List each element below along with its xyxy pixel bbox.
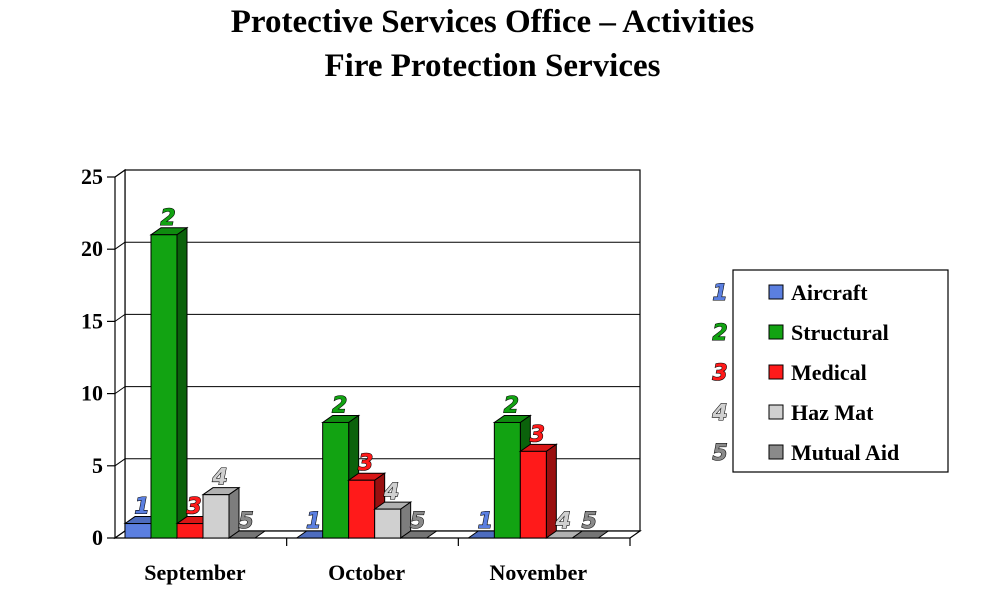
bar (374, 508, 402, 539)
bar-top (570, 530, 610, 539)
chart-subtitle: Fire Protection Services (324, 48, 661, 84)
bar-series-marker: 5 (410, 509, 425, 534)
bar-series-marker: 2 (504, 393, 519, 418)
bar-series-marker: 3 (186, 495, 201, 520)
y-tick-label: 0 (92, 525, 103, 550)
bar (493, 421, 521, 539)
bar (202, 494, 230, 539)
legend-marker: 2 (712, 321, 727, 346)
bar (124, 523, 152, 539)
x-tick-label: October (328, 560, 405, 585)
legend-label: Medical (791, 360, 867, 385)
y-tick-label: 5 (92, 453, 103, 478)
legend-swatch (768, 404, 784, 420)
bar (322, 421, 350, 539)
x-tick-label: September (144, 560, 246, 585)
gridline-side (114, 458, 126, 467)
legend-swatch (768, 444, 784, 460)
bar-series-marker: 4 (555, 509, 571, 534)
bar (348, 479, 376, 539)
legend-label: Aircraft (791, 280, 868, 305)
bar-series-marker: 2 (332, 393, 347, 418)
y-tick-label: 25 (81, 164, 103, 189)
legend-marker: 5 (712, 441, 727, 466)
gridline-side (114, 313, 126, 322)
bar-series-marker: 1 (478, 509, 493, 534)
legend-marker: 3 (712, 361, 727, 386)
bar-series-marker: 1 (306, 509, 321, 534)
bar-series-marker: 5 (582, 509, 597, 534)
bar-series-marker: 3 (530, 422, 545, 447)
legend-swatch (768, 284, 784, 300)
bar (519, 450, 547, 539)
gridline-side (114, 169, 126, 178)
gridline-side (114, 241, 126, 250)
gridline-side (114, 386, 126, 395)
bar (176, 523, 204, 539)
bar-series-marker: 2 (160, 206, 175, 231)
bar-series-marker: 1 (134, 495, 149, 520)
legend-label: Mutual Aid (791, 440, 899, 465)
y-tick-label: 15 (81, 308, 103, 333)
y-tick-label: 20 (81, 236, 103, 261)
legend-label: Structural (791, 320, 889, 345)
plot-side-wall (114, 168, 126, 540)
y-tick-label: 10 (81, 381, 103, 406)
bar-top (399, 530, 439, 539)
bar-series-marker: 5 (238, 509, 253, 534)
legend-marker: 4 (711, 401, 727, 426)
bar-side (176, 226, 188, 539)
bar (150, 234, 178, 539)
legend-label: Haz Mat (791, 400, 874, 425)
x-tick-label: November (489, 560, 587, 585)
bar-top (227, 530, 267, 539)
bar-series-marker: 4 (211, 466, 227, 491)
bar-series-marker: 4 (383, 480, 399, 505)
legend-swatch (768, 324, 784, 340)
bar-series-marker: 3 (358, 451, 373, 476)
legend-marker: 1 (712, 281, 727, 306)
chart-title: Protective Services Office – Activities (230, 4, 755, 40)
legend-swatch (768, 364, 784, 380)
